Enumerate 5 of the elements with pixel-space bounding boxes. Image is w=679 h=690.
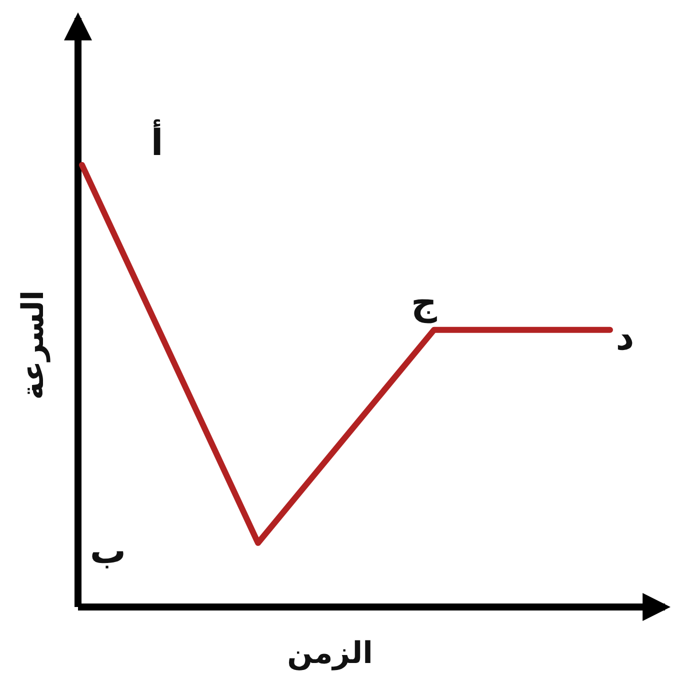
annotation: ب	[90, 530, 126, 572]
annotation: د	[616, 318, 634, 359]
annotation: ج	[411, 282, 437, 324]
ylabel: السرعة	[16, 290, 52, 400]
xlabel: الزمن	[287, 636, 373, 672]
